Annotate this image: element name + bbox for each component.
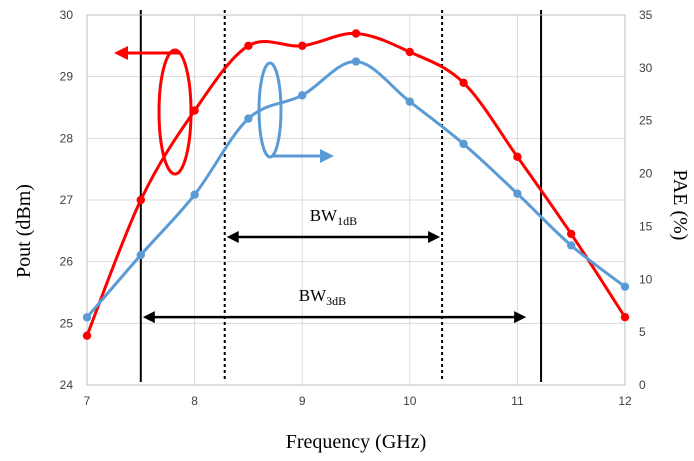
- pae-series-point: [405, 97, 414, 106]
- y-left-tick-label: 27: [60, 193, 74, 207]
- pae-series-point: [136, 250, 145, 260]
- y-right-tick-label: 0: [639, 378, 646, 392]
- pae-axis-ellipse: [257, 61, 283, 159]
- y-axis-left-title: Pout (dBm): [13, 184, 35, 278]
- pout-series-point: [620, 312, 630, 322]
- pae-axis-arrowhead: [320, 149, 334, 163]
- y-left-tick-label: 26: [60, 255, 74, 269]
- pae-series-point: [190, 190, 199, 199]
- y-axis-right-title: PAE (%): [669, 170, 691, 241]
- pae-series-line: [85, 60, 626, 319]
- pout-series-point: [136, 195, 145, 205]
- pout-series-line: [85, 31, 627, 337]
- pout-series-point: [82, 331, 92, 340]
- x-tick-label: 8: [191, 394, 198, 408]
- plot-border: [86, 14, 626, 386]
- pae-series-point: [620, 282, 630, 291]
- pout-series-point: [244, 41, 253, 51]
- bw-1dB-label-main: BW: [310, 206, 338, 225]
- bw-3dB-arrowhead-right: [514, 311, 527, 324]
- y-right-tick-label: 10: [639, 272, 653, 286]
- pout-series-point: [190, 106, 199, 115]
- axis-indicators: [114, 46, 334, 176]
- x-tick-label: 12: [618, 394, 632, 408]
- x-tick-label: 7: [84, 394, 91, 408]
- pae-series-point: [244, 114, 253, 123]
- bw-3dB-arrowhead-left: [142, 311, 155, 324]
- pae-series-point: [82, 313, 92, 322]
- y-left-tick-label: 28: [60, 131, 74, 145]
- pae-series-point: [513, 189, 522, 198]
- pae-series-point: [459, 139, 468, 149]
- y-left-tick-label: 30: [60, 8, 74, 22]
- y-left-tick-label: 24: [60, 378, 74, 392]
- pout-axis-arrowhead: [114, 46, 128, 60]
- x-tick-label: 10: [403, 394, 417, 408]
- pout-series-point: [459, 78, 468, 88]
- grid: [86, 14, 626, 386]
- bw-1dB-label: BW1dB: [310, 206, 357, 228]
- pae-series-point: [567, 241, 576, 250]
- y-left-tick-label: 25: [60, 316, 74, 330]
- y-right-tick-label: 30: [639, 61, 653, 75]
- y-right-tick-label: 15: [639, 219, 653, 233]
- pout-series-point: [351, 29, 361, 38]
- series-layer: [82, 29, 630, 340]
- y-left-tick-label: 29: [60, 70, 74, 84]
- x-tick-label: 11: [511, 394, 524, 408]
- bw-1dB-label-subscript: 1dB: [337, 214, 357, 228]
- bw-3dB-label-main: BW: [299, 286, 327, 305]
- pout-series-point: [298, 41, 307, 51]
- x-tick-label: 9: [299, 394, 306, 408]
- bw-1dB-arrowhead-left: [226, 231, 239, 243]
- x-axis-title: Frequency (GHz): [286, 431, 427, 453]
- bw-3dB-label-subscript: 3dB: [326, 294, 346, 308]
- y-right-tick-label: 35: [639, 8, 653, 22]
- pout-series-point: [513, 152, 522, 162]
- pout-axis-ellipse: [157, 48, 193, 176]
- pout-series-point: [405, 47, 414, 57]
- tick-labels: 7 8 9 10 11 12 24 25 26 27 28 29 30 0 5 10 15 20 25 30 35: [60, 8, 653, 408]
- pae-series-point: [351, 57, 361, 66]
- plot-frame: [86, 14, 626, 386]
- pout-series-point: [567, 229, 576, 239]
- y-right-tick-label: 20: [639, 167, 653, 181]
- y-right-tick-label: 5: [639, 325, 646, 339]
- pae-series-point: [298, 91, 307, 100]
- bw-3dB-label: BW3dB: [299, 286, 346, 308]
- bw-1dB-arrowhead-right: [428, 231, 441, 243]
- y-right-tick-label: 25: [639, 114, 653, 128]
